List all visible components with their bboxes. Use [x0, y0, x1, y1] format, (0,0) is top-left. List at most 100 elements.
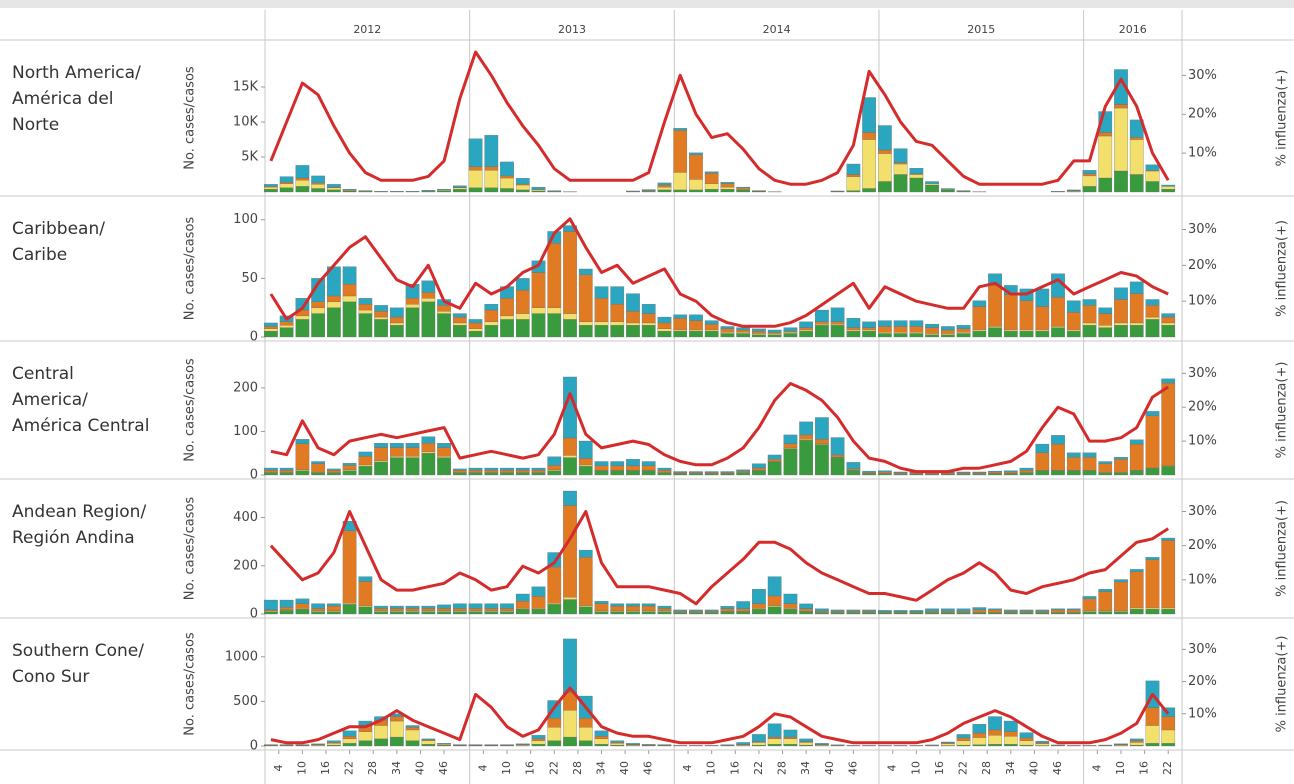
bar-segment — [563, 319, 577, 338]
bar-segment — [689, 189, 703, 193]
y-tick-label: 15K — [233, 80, 259, 95]
x-tick-label: 10 — [909, 761, 922, 775]
bar-segment — [610, 611, 625, 615]
bar-segment — [925, 184, 939, 193]
bar-segment — [358, 731, 373, 741]
bar-segment — [988, 473, 1002, 476]
bar-segment — [295, 609, 310, 615]
bar-segment — [846, 468, 861, 471]
bar-segment — [1003, 744, 1018, 747]
bar-segment — [1145, 316, 1160, 320]
bar-segment — [862, 139, 876, 189]
bar-segment — [358, 606, 373, 615]
bar-segment — [437, 456, 451, 458]
bar-segment — [626, 465, 640, 471]
bar-segment — [988, 326, 1002, 328]
x-tick-label: 28 — [366, 761, 379, 775]
bar-segment — [767, 461, 782, 476]
bar-segment — [736, 472, 751, 476]
y2-tick-label: 20% — [1188, 258, 1217, 273]
bar-segment — [767, 744, 782, 747]
bar-segment — [484, 467, 499, 471]
bar-segment — [279, 321, 294, 326]
bar-segment — [390, 443, 404, 448]
bar-segment — [1082, 325, 1097, 338]
bar-segment — [736, 469, 751, 472]
bar-segment — [452, 322, 467, 326]
bar-segment — [327, 468, 341, 471]
bar-segment — [783, 448, 798, 476]
bar-segment — [988, 327, 1002, 338]
bar-segment — [500, 608, 514, 612]
bar-segment — [673, 329, 688, 332]
bar-segment — [421, 298, 436, 302]
bar-segment — [1019, 610, 1034, 613]
bar-segment — [500, 298, 514, 317]
bar-segment — [547, 470, 562, 476]
bar-segment — [390, 457, 404, 476]
bar-segment — [279, 187, 294, 193]
x-tick-label: 46 — [642, 761, 655, 775]
bar-segment — [468, 138, 483, 167]
bar-segment — [878, 473, 892, 476]
bar-segment — [972, 306, 987, 331]
bar-segment — [358, 466, 373, 476]
title-strip — [0, 0, 1294, 8]
bar-segment — [547, 740, 562, 747]
bar-segment — [720, 328, 735, 333]
bar-segment — [736, 333, 751, 338]
bar-segment — [1066, 470, 1081, 476]
bar-segment — [1129, 325, 1144, 338]
y-tick-label: 50 — [241, 271, 258, 286]
bar-segment — [311, 472, 325, 476]
bar-segment — [1019, 329, 1034, 332]
bar-segment — [374, 461, 388, 476]
bar-segment — [673, 612, 688, 615]
bar-segment — [720, 606, 735, 609]
bar-segment — [752, 463, 766, 469]
bar-segment — [1003, 736, 1018, 745]
bar-segment — [657, 186, 672, 191]
y2-tick-label: 30% — [1188, 366, 1217, 381]
bar-segment — [342, 465, 357, 470]
bar-segment — [1161, 322, 1176, 326]
bar-segment — [547, 313, 562, 338]
bar-segment — [1035, 452, 1050, 471]
bar-segment — [437, 611, 451, 615]
bar-segment — [390, 605, 404, 609]
bar-segment — [374, 611, 388, 615]
bar-segment — [720, 332, 735, 334]
y2-axis-label: % influenza(+) — [1275, 362, 1290, 459]
bar-segment — [846, 327, 861, 331]
bar-segment — [484, 325, 499, 338]
bar-segment — [1114, 69, 1128, 105]
bar-segment — [893, 163, 908, 175]
bar-segment — [1129, 293, 1144, 324]
bar-segment — [956, 333, 971, 338]
bar-segment — [752, 589, 766, 604]
bar-segment — [468, 608, 483, 612]
bar-segment — [1161, 186, 1176, 190]
bar-segment — [594, 286, 609, 299]
y-axis-label: No. cases/casos — [183, 217, 198, 321]
bar-segment — [862, 473, 876, 476]
bar-segment — [925, 610, 939, 613]
bar-segment — [405, 727, 420, 731]
bar-segment — [563, 490, 577, 506]
bar-segment — [610, 321, 625, 326]
bar-segment — [1051, 443, 1065, 471]
bar-segment — [1145, 319, 1160, 338]
bar-segment — [327, 611, 341, 615]
bar-segment — [578, 549, 593, 558]
bar-segment — [1129, 443, 1144, 471]
bar-segment — [704, 183, 719, 190]
bar-segment — [405, 729, 420, 741]
bar-segment — [972, 732, 987, 738]
bar-segment — [783, 729, 798, 738]
bar-segment — [657, 330, 672, 338]
bar-segment — [752, 334, 766, 338]
bar-segment — [358, 581, 373, 606]
x-tick-label: 34 — [1004, 761, 1017, 775]
bar-segment — [311, 463, 325, 473]
bar-segment — [673, 128, 688, 131]
